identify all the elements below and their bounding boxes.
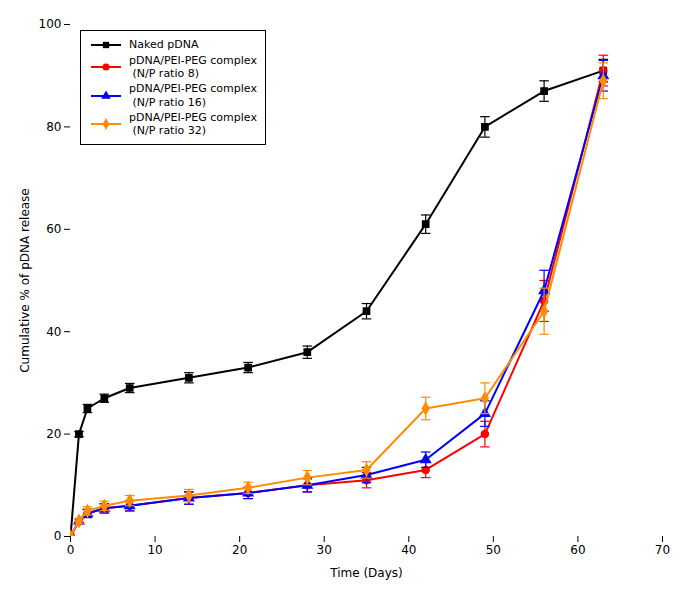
html-text:pDNA/PEI-PEG complex (N/P rati: pDNA/PEI-PEG complex (N/P ratio 16)	[129, 82, 257, 109]
svg-text:70: 70	[655, 543, 670, 557]
svg-text:20: 20	[232, 543, 247, 557]
svg-text:60: 60	[46, 222, 61, 236]
svg-text:20: 20	[46, 427, 61, 441]
svg-text:10: 10	[147, 543, 162, 557]
svg-text:0: 0	[67, 543, 75, 557]
svg-text:50: 50	[486, 543, 501, 557]
svg-text:0: 0	[54, 529, 62, 543]
html-text:pDNA/PEI-PEG complex (N/P rati: pDNA/PEI-PEG complex (N/P ratio 8)	[129, 54, 257, 81]
svg-text:Cumulative % of pDNA release: Cumulative % of pDNA release	[18, 188, 32, 373]
svg-text:100: 100	[39, 17, 62, 31]
svg-text:Time (Days): Time (Days)	[329, 566, 403, 580]
html-text:Naked pDNA: Naked pDNA	[129, 38, 199, 52]
svg-text:80: 80	[46, 120, 61, 134]
svg-text:30: 30	[317, 543, 332, 557]
svg-text:40: 40	[401, 543, 416, 557]
svg-text:60: 60	[570, 543, 585, 557]
html-text:pDNA/PEI-PEG complex (N/P rati: pDNA/PEI-PEG complex (N/P ratio 32)	[129, 110, 257, 137]
svg-text:40: 40	[46, 325, 61, 339]
